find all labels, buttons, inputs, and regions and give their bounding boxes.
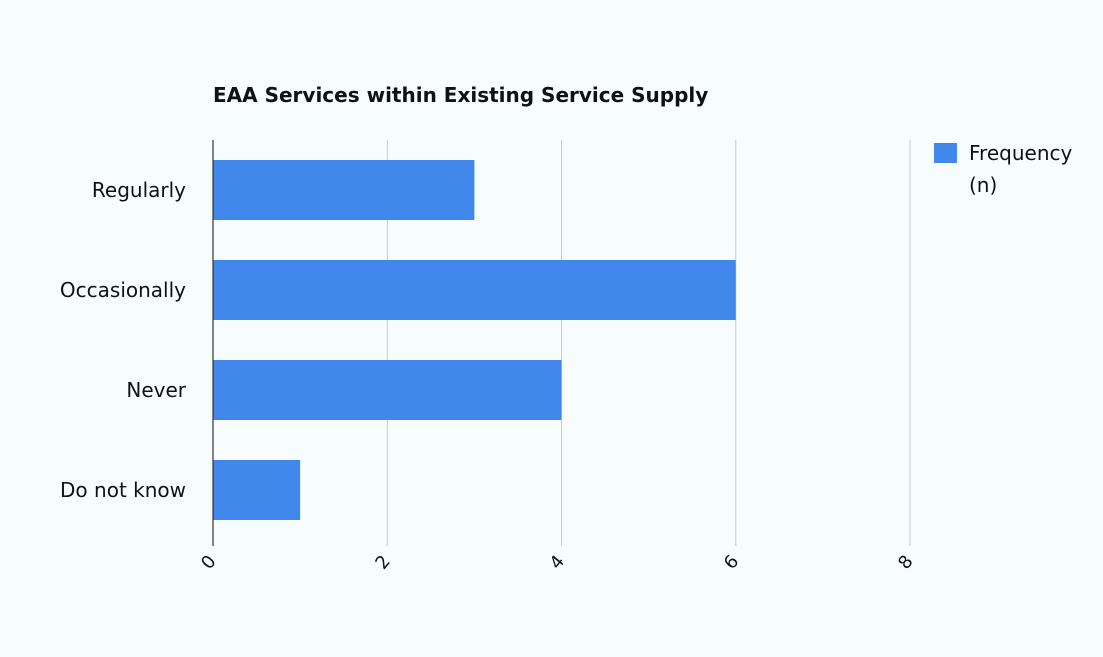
gridlines: [386, 140, 911, 546]
bar: [213, 460, 301, 520]
bar: [213, 260, 736, 320]
x-tick-label: 8: [894, 551, 917, 573]
category-label: Never: [126, 378, 186, 402]
chart-title: EAA Services within Existing Service Sup…: [213, 83, 708, 107]
legend-label-line2: (n): [969, 173, 997, 197]
bar: [213, 360, 562, 420]
category-label: Do not know: [60, 478, 186, 502]
x-tick-label: 2: [371, 551, 394, 573]
bar: [213, 160, 475, 220]
category-label: Occasionally: [60, 278, 186, 302]
category-label: Regularly: [92, 178, 186, 202]
category-labels: Regularly Occasionally Never Do not know: [60, 178, 187, 502]
x-tick-label: 0: [197, 551, 220, 573]
x-tick-labels: 0 2 4 6 8: [197, 551, 917, 573]
x-tick-label: 6: [720, 551, 743, 573]
legend-label-line1: Frequency: [969, 141, 1072, 165]
bars: [213, 160, 736, 520]
legend-swatch: [934, 143, 957, 163]
x-tick-label: 4: [546, 551, 569, 573]
legend: Frequency (n): [934, 141, 1072, 197]
